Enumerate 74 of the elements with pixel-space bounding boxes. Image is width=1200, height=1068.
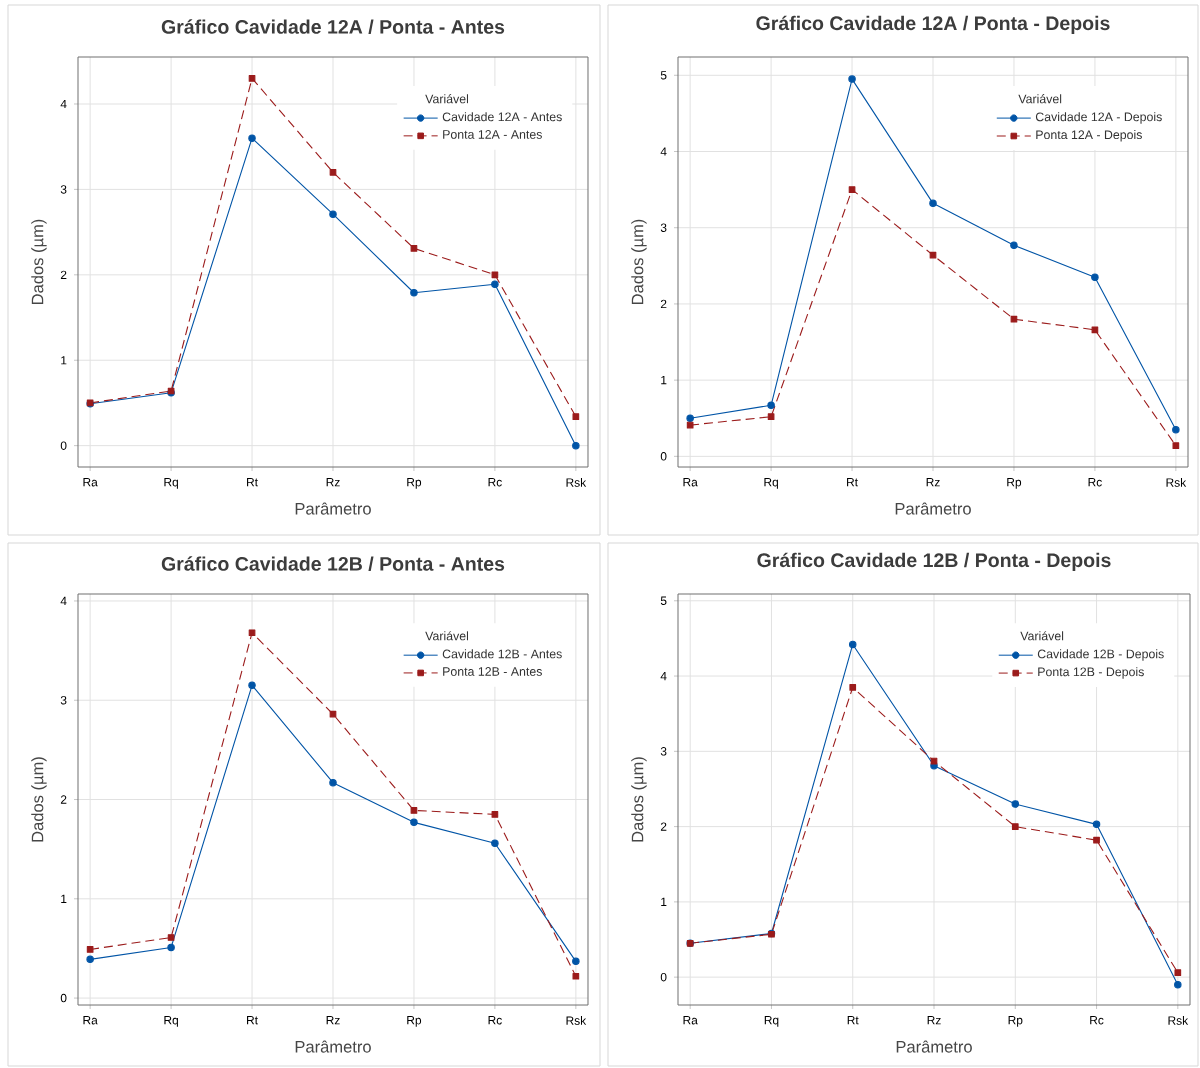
legend-label: Cavidade 12A - Depois — [1035, 112, 1162, 124]
y-tick-label: 3 — [660, 747, 667, 756]
y-axis-title: Dados (µm) — [631, 757, 647, 842]
x-axis-title: Parâmetro — [896, 1040, 972, 1053]
x-tick-label: Rc — [488, 1016, 502, 1025]
legend-label: Cavidade 12B - Antes — [442, 649, 562, 659]
legend-title: Variável — [1018, 94, 1062, 104]
y-tick-label: 0 — [660, 972, 667, 982]
x-tick-label: Rp — [1007, 478, 1022, 489]
x-tick-label: Rsk — [1168, 1016, 1189, 1025]
x-tick-label: Rt — [247, 478, 258, 487]
y-tick-label: 3 — [60, 696, 67, 705]
y-tick-label: 5 — [660, 596, 667, 605]
x-tick-label: Rq — [164, 478, 178, 489]
y-tick-label: 3 — [660, 223, 667, 232]
y-tick-label: 0 — [660, 452, 667, 461]
x-tick-label: Rz — [926, 478, 940, 487]
x-tick-label: Rc — [1088, 478, 1102, 487]
x-tick-label: Rz — [326, 478, 340, 487]
legend-title: Variável — [425, 631, 469, 641]
legend-label: Ponta 12B - Antes — [443, 667, 542, 676]
x-tick-label: Rz — [927, 1016, 941, 1025]
y-tick-label: 4 — [660, 147, 667, 156]
legend-title: Variável — [1020, 631, 1064, 641]
x-tick-label: Rc — [1090, 1016, 1104, 1025]
y-tick-label: 4 — [60, 596, 67, 606]
y-tick-label: 1 — [661, 897, 667, 906]
legend-label: Cavidade 12B - Depois — [1037, 649, 1164, 661]
legend-label: Ponta 12B - Depois — [1038, 667, 1144, 679]
x-tick-label: Rq — [764, 1016, 779, 1027]
x-tick-label: Rsk — [566, 1016, 587, 1025]
x-tick-label: Ra — [83, 1016, 98, 1025]
y-axis-title: Dados (µm) — [31, 219, 47, 305]
legend-label: Ponta 12A - Antes — [443, 130, 542, 139]
x-tick-label: Rsk — [1166, 478, 1187, 487]
x-tick-label: Rt — [247, 1016, 258, 1025]
x-tick-label: Rp — [407, 1016, 422, 1027]
chart-title: Gráfico Cavidade 12B / Ponta - Depois — [757, 552, 1111, 572]
x-tick-label: Rc — [488, 478, 502, 487]
y-tick-label: 5 — [660, 71, 667, 80]
y-tick-label: 1 — [61, 894, 67, 903]
x-tick-label: Rq — [764, 478, 778, 489]
y-tick-label: 2 — [60, 270, 67, 279]
y-tick-label: 2 — [660, 822, 667, 831]
x-tick-label: Rz — [326, 1016, 340, 1025]
y-tick-label: 1 — [61, 356, 67, 365]
chart-title: Gráfico Cavidade 12A / Ponta - Antes — [161, 19, 505, 35]
y-axis-title: Dados (µm) — [31, 757, 47, 842]
y-axis-title: Dados (µm) — [631, 219, 647, 305]
x-axis-title: Parâmetro — [895, 502, 971, 515]
legend-title: Variável — [425, 94, 469, 104]
x-axis-title: Parâmetro — [295, 1040, 371, 1053]
x-tick-label: Rp — [407, 478, 422, 489]
x-tick-label: Rq — [164, 1016, 178, 1027]
x-tick-label: Ra — [83, 478, 98, 487]
x-tick-label: Rp — [1008, 1016, 1023, 1027]
y-tick-label: 1 — [661, 376, 667, 385]
chart-title: Gráfico Cavidade 12B / Ponta - Antes — [161, 556, 505, 572]
y-tick-label: 2 — [660, 299, 667, 309]
x-tick-label: Rsk — [566, 478, 587, 487]
x-axis-title: Parâmetro — [295, 502, 371, 515]
y-tick-label: 4 — [660, 671, 667, 681]
x-tick-label: Rt — [847, 1016, 859, 1025]
y-tick-label: 0 — [60, 441, 67, 450]
y-tick-label: 0 — [60, 993, 67, 1003]
x-tick-label: Ra — [683, 478, 698, 487]
y-tick-label: 2 — [60, 795, 67, 804]
y-tick-label: 4 — [60, 99, 67, 109]
legend-label: Cavidade 12A - Antes — [442, 112, 562, 122]
y-tick-label: 3 — [60, 185, 67, 194]
x-tick-label: Ra — [683, 1016, 698, 1025]
chart-title: Gráfico Cavidade 12A / Ponta - Depois — [756, 15, 1110, 35]
legend-label: Ponta 12A - Depois — [1036, 130, 1142, 142]
x-tick-label: Rt — [847, 478, 858, 487]
